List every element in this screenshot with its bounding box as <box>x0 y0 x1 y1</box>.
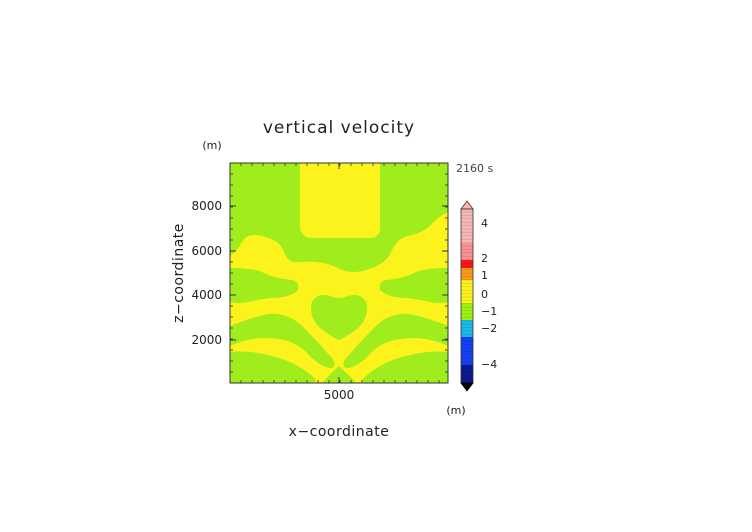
contour-region <box>230 163 448 272</box>
colorbar-segment <box>461 365 473 383</box>
contour-region <box>322 366 356 383</box>
x-axis-title: x−coordinate <box>289 424 390 440</box>
y-axis-title: z−coordinate <box>171 223 187 323</box>
colorbar-segment <box>461 260 473 268</box>
plot-area <box>230 163 448 383</box>
colorbar-tick-label: −1 <box>481 305 497 318</box>
y-unit-label: (m) <box>202 139 221 152</box>
contour-region <box>311 294 367 340</box>
colorbar-segment <box>461 280 473 303</box>
colorbar: 4 2 1 0 −1 −2 −4 <box>460 200 497 392</box>
time-label: 2160 s <box>456 162 493 175</box>
y-tick-label: 4000 <box>191 288 222 302</box>
colorbar-segment <box>461 209 473 243</box>
colorbar-tick-label: −2 <box>481 322 497 335</box>
colorbar-tick-label: 0 <box>481 288 488 301</box>
contour-region <box>230 351 316 383</box>
x-unit-label: (m) <box>446 404 465 417</box>
colorbar-segment <box>461 243 473 260</box>
colorbar-over-triangle <box>460 200 474 210</box>
contour-region <box>379 268 448 303</box>
x-tick-label: 5000 <box>324 388 355 402</box>
y-tick-label: 2000 <box>191 333 222 347</box>
negative-velocity-regions <box>230 163 448 383</box>
contour-region <box>343 313 448 368</box>
colorbar-under-triangle <box>460 382 474 392</box>
chart-title: vertical velocity <box>263 118 415 138</box>
colorbar-segment <box>461 268 473 280</box>
colorbar-tick-label: 2 <box>481 252 488 265</box>
contour-region <box>230 313 335 368</box>
contour-region <box>230 268 299 303</box>
colorbar-segment <box>461 303 473 320</box>
colorbar-tick-label: 4 <box>481 217 488 230</box>
contour-region <box>362 351 448 383</box>
colorbar-tick-label: 1 <box>481 269 488 282</box>
colorbar-segment <box>461 337 473 365</box>
y-tick-label: 6000 <box>191 244 222 258</box>
y-axis: 2000 4000 6000 8000 <box>191 162 448 384</box>
colorbar-segment <box>461 320 473 337</box>
y-tick-label: 8000 <box>191 199 222 213</box>
colorbar-tick-label: −4 <box>481 358 497 371</box>
x-axis: 5000 <box>229 163 440 402</box>
